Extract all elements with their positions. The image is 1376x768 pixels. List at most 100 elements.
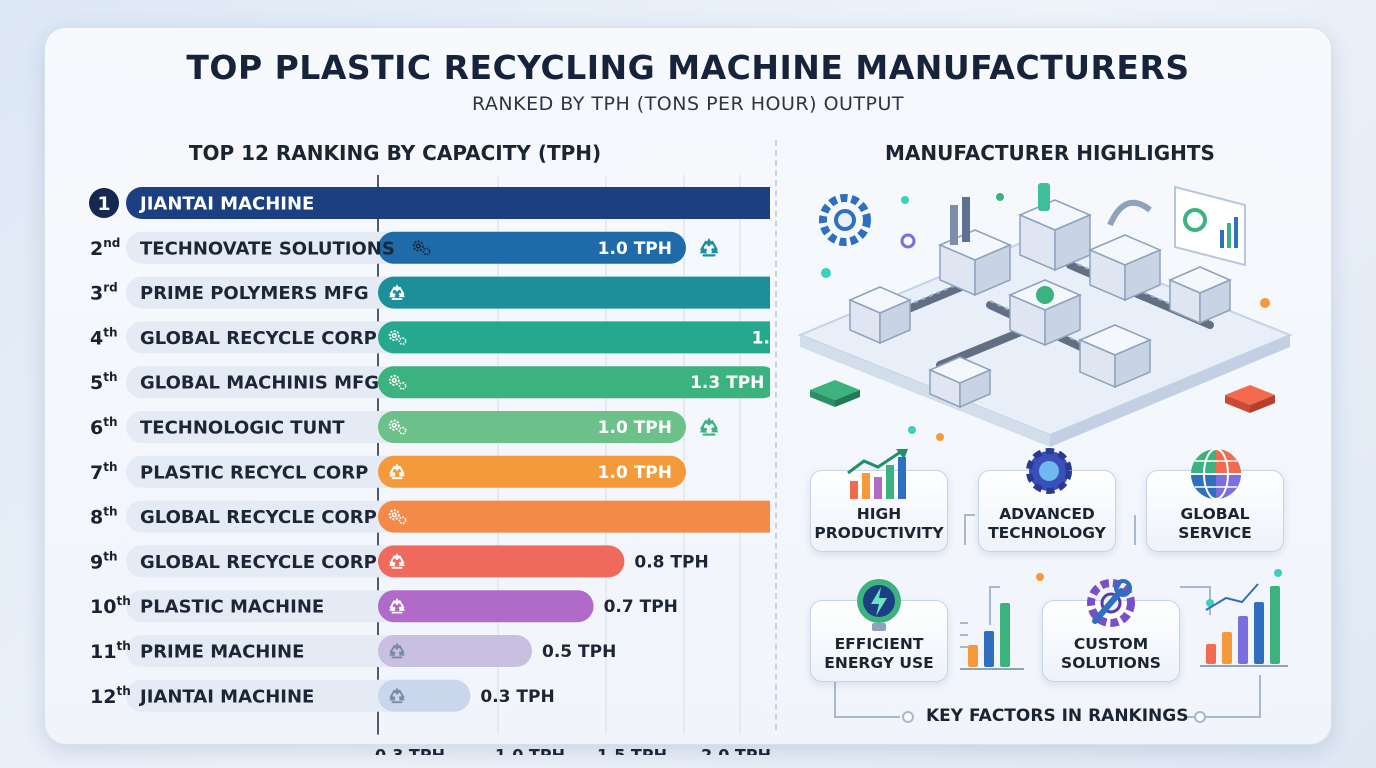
bar-row: 4th GLOBAL RECYCLE CORP 1.5 TPH: [90, 321, 770, 354]
x-tick-label: 0.3 TPH: [375, 746, 445, 755]
rank-number: 2nd: [90, 236, 120, 260]
recycle-icon: [698, 236, 720, 257]
x-tick-label: 1.5 TPH: [597, 746, 667, 755]
x-tick-label: 2.0 TPH: [701, 746, 770, 755]
manufacturer-name: PLASTIC MACHINE: [140, 597, 324, 618]
name-pill: [126, 545, 410, 578]
manufacturer-name: PLASTIC RECYCL CORP: [140, 462, 368, 483]
rank-number: 4th: [90, 325, 118, 349]
bar-row: 7th PLASTIC RECYCL CORP 1.0 TPH: [90, 455, 686, 488]
bar-row: 5th GLOBAL MACHINIS MFG 1.3 TPH: [90, 366, 770, 399]
value-label: 0.7 TPH: [604, 597, 678, 617]
wrench-gear-icon: [1087, 579, 1135, 627]
name-pill: [126, 455, 410, 488]
bar-chart-growth-icon: [847, 449, 908, 499]
value-label: 1.3 TPH: [690, 373, 764, 393]
name-pill: [126, 276, 410, 309]
value-label: 1.0 TPH: [598, 418, 672, 438]
factor-label: GLOBAL SERVICE: [1178, 505, 1252, 542]
manufacturer-name: GLOBAL RECYCLE CORP: [140, 507, 377, 528]
rank-number: 12th: [90, 684, 131, 708]
factor-global-service: GLOBAL SERVICE: [1146, 448, 1284, 552]
factor-label: CUSTOM SOLUTIONS: [1061, 635, 1161, 672]
bar-row: 2nd TECHNOVATE SOLUTIONS 1.0 TPH: [90, 231, 720, 264]
globe-icon: [1191, 448, 1241, 500]
rank-number: 10th: [90, 594, 131, 618]
value-label: 0.8 TPH: [634, 552, 708, 572]
factor-label: HIGH PRODUCTIVITY: [814, 505, 944, 542]
rank-number: 3rd: [90, 281, 118, 305]
bar-row: 11th PRIME MACHINE 0.5 TPH: [90, 635, 616, 667]
factory-illustration: [797, 183, 1293, 447]
bar: [378, 500, 770, 533]
page-subtitle: RANKED BY TPH (TONS PER HOUR) OUTPUT: [471, 93, 905, 115]
value-label: 1.5 TPH: [752, 328, 770, 348]
chart-section-title: TOP 12 RANKING BY CAPACITY (TPH): [188, 141, 602, 165]
gear-icon: [1026, 448, 1072, 494]
manufacturer-name: JIANTAI MACHINE: [138, 194, 314, 215]
factor-label: ADVANCED TECHNOLOGY: [988, 505, 1106, 542]
factor-custom-solutions: CUSTOM SOLUTIONS: [1042, 579, 1180, 682]
connector-lines: [834, 426, 1282, 723]
factor-high-productivity: HIGH PRODUCTIVITY: [810, 449, 948, 552]
manufacturer-name: JIANTAI MACHINE: [138, 686, 314, 707]
bar: [378, 411, 686, 443]
rank-number: 5th: [90, 370, 118, 394]
value-label: 1.0 TPH: [598, 463, 672, 483]
bar: [378, 276, 770, 309]
bar: [378, 231, 686, 264]
manufacturer-name: TECHNOLOGIC TUNT: [140, 418, 345, 439]
factor-efficient-energy: EFFICIENT ENERGY USE: [810, 579, 948, 682]
manufacturer-name: GLOBAL MACHINIS MFG: [140, 373, 379, 394]
bar: [378, 455, 686, 488]
x-tick-label: 1.0 TPH: [495, 746, 565, 755]
ranking-bar-chart: 1 JIANTAI MACHINE 2.0 TPH 2nd TECHNOVATE SOL…: [89, 175, 770, 755]
manufacturer-name: TECHNOVATE SOLUTIONS: [140, 238, 395, 259]
rank-number: 6th: [90, 415, 118, 439]
bar-row: 6th TECHNOLOGIC TUNT 1.0 TPH: [90, 411, 720, 443]
bar: [378, 635, 532, 667]
name-pill: [126, 679, 410, 712]
manufacturer-name: PRIME POLYMERS MFG: [140, 283, 369, 304]
bar: [378, 545, 625, 578]
recycle-icon: [698, 416, 720, 436]
rank-number: 1: [97, 193, 110, 215]
name-pill: [126, 500, 410, 533]
rank-number: 7th: [90, 460, 118, 484]
manufacturer-name: PRIME MACHINE: [140, 642, 304, 663]
value-label: 0.3 TPH: [480, 687, 554, 707]
bar: [378, 679, 471, 712]
bar-row: 12th JIANTAI MACHINE 0.3 TPH: [90, 679, 555, 712]
name-pill: [126, 590, 410, 623]
value-label: 0.5 TPH: [542, 642, 616, 662]
highlights-panel: HIGH PRODUCTIVITY ADVANCED TECHNOLOGY GL…: [790, 175, 1310, 735]
rank-badge: [89, 188, 119, 218]
name-pill: [126, 187, 770, 219]
page-title: TOP PLASTIC RECYCLING MACHINE MANUFACTUR…: [186, 48, 1190, 87]
rank-number: 9th: [90, 549, 118, 573]
rank-number: 11th: [90, 639, 131, 663]
rank-number: 8th: [90, 505, 118, 529]
bar: [378, 366, 770, 399]
value-label: 1.0 TPH: [598, 239, 672, 259]
decorative-bar-chart: [960, 603, 1024, 670]
manufacturer-name: GLOBAL RECYCLE CORP: [140, 328, 377, 349]
bar: [378, 590, 594, 623]
highlights-section-title: MANUFACTURER HIGHLIGHTS: [885, 141, 1215, 165]
energy-bulb-icon: [857, 579, 901, 631]
manufacturer-name: GLOBAL RECYCLE CORP: [140, 552, 377, 573]
bar-row: 10th PLASTIC MACHINE 0.7 TPH: [90, 590, 678, 623]
name-pill: [126, 635, 410, 667]
name-pill: [126, 231, 410, 264]
factor-advanced-technology: ADVANCED TECHNOLOGY: [978, 448, 1116, 552]
factor-label: EFFICIENT ENERGY USE: [824, 635, 934, 672]
name-pill: [126, 366, 410, 399]
bar-row: 9th GLOBAL RECYCLE CORP 0.8 TPH: [90, 545, 709, 578]
panel-divider: [775, 140, 777, 730]
bar: [378, 321, 770, 354]
key-factors-label: KEY FACTORS IN RANKINGS: [926, 706, 1189, 726]
name-pill: [126, 411, 410, 443]
